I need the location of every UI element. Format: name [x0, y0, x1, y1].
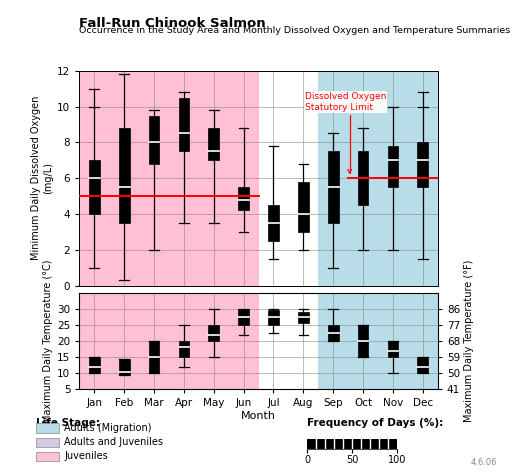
Bar [259, 293, 288, 389]
Bar [417, 143, 428, 187]
Bar [229, 293, 259, 389]
Bar [268, 205, 279, 241]
Bar [148, 341, 159, 373]
Bar [199, 293, 229, 389]
Bar [169, 293, 199, 389]
Bar [388, 341, 398, 357]
Bar [348, 71, 378, 286]
Bar [199, 71, 229, 286]
Bar [79, 293, 109, 389]
Bar [119, 359, 130, 375]
Bar [298, 312, 309, 323]
Bar [288, 71, 318, 286]
Bar [348, 293, 378, 389]
Bar [238, 309, 249, 325]
Bar [119, 128, 130, 223]
Text: Life Stage:: Life Stage: [36, 418, 100, 428]
Bar [179, 341, 189, 357]
Text: Adults (Migration): Adults (Migration) [64, 423, 152, 433]
Bar [139, 293, 169, 389]
Bar [358, 152, 369, 205]
Y-axis label: Maximum Daily Temperature (°F): Maximum Daily Temperature (°F) [464, 260, 474, 422]
Bar [288, 293, 318, 389]
Bar [109, 293, 139, 389]
Bar [328, 325, 338, 341]
Text: Dissolved Oxygen
Statutory Limit: Dissolved Oxygen Statutory Limit [305, 92, 386, 173]
Bar [148, 116, 159, 164]
Text: Fall-Run Chinook Salmon: Fall-Run Chinook Salmon [79, 17, 266, 30]
Bar [109, 71, 139, 286]
Bar [208, 128, 219, 160]
Bar [89, 357, 100, 373]
Text: Adults and Juveniles: Adults and Juveniles [64, 437, 163, 447]
Bar [79, 71, 109, 286]
X-axis label: Month: Month [241, 411, 276, 421]
Bar [238, 187, 249, 211]
Bar [318, 293, 348, 389]
Y-axis label: Minimum Daily Dissolved Oxygen
(mg/L): Minimum Daily Dissolved Oxygen (mg/L) [31, 96, 53, 261]
Bar [318, 71, 348, 286]
Bar [259, 71, 288, 286]
Text: Juveniles: Juveniles [64, 451, 108, 462]
Text: Frequency of Days (%):: Frequency of Days (%): [307, 418, 443, 428]
Bar [268, 311, 279, 325]
Bar [408, 71, 438, 286]
Y-axis label: Maximum Daily Temperature (°C): Maximum Daily Temperature (°C) [43, 259, 53, 423]
Bar [169, 71, 199, 286]
Bar [378, 71, 408, 286]
Bar [388, 146, 398, 187]
Text: Occurrence in the Study Area and Monthly Dissolved Oxygen and Temperature Summar: Occurrence in the Study Area and Monthly… [79, 26, 510, 35]
Bar [208, 325, 219, 341]
Bar [358, 325, 369, 357]
Bar [417, 357, 428, 373]
Bar [179, 98, 189, 152]
Text: 4.6.06: 4.6.06 [470, 458, 497, 467]
Bar [139, 71, 169, 286]
Bar [408, 293, 438, 389]
Bar [89, 160, 100, 214]
Bar [328, 152, 338, 223]
Bar [229, 71, 259, 286]
Bar [378, 293, 408, 389]
Bar [298, 182, 309, 232]
